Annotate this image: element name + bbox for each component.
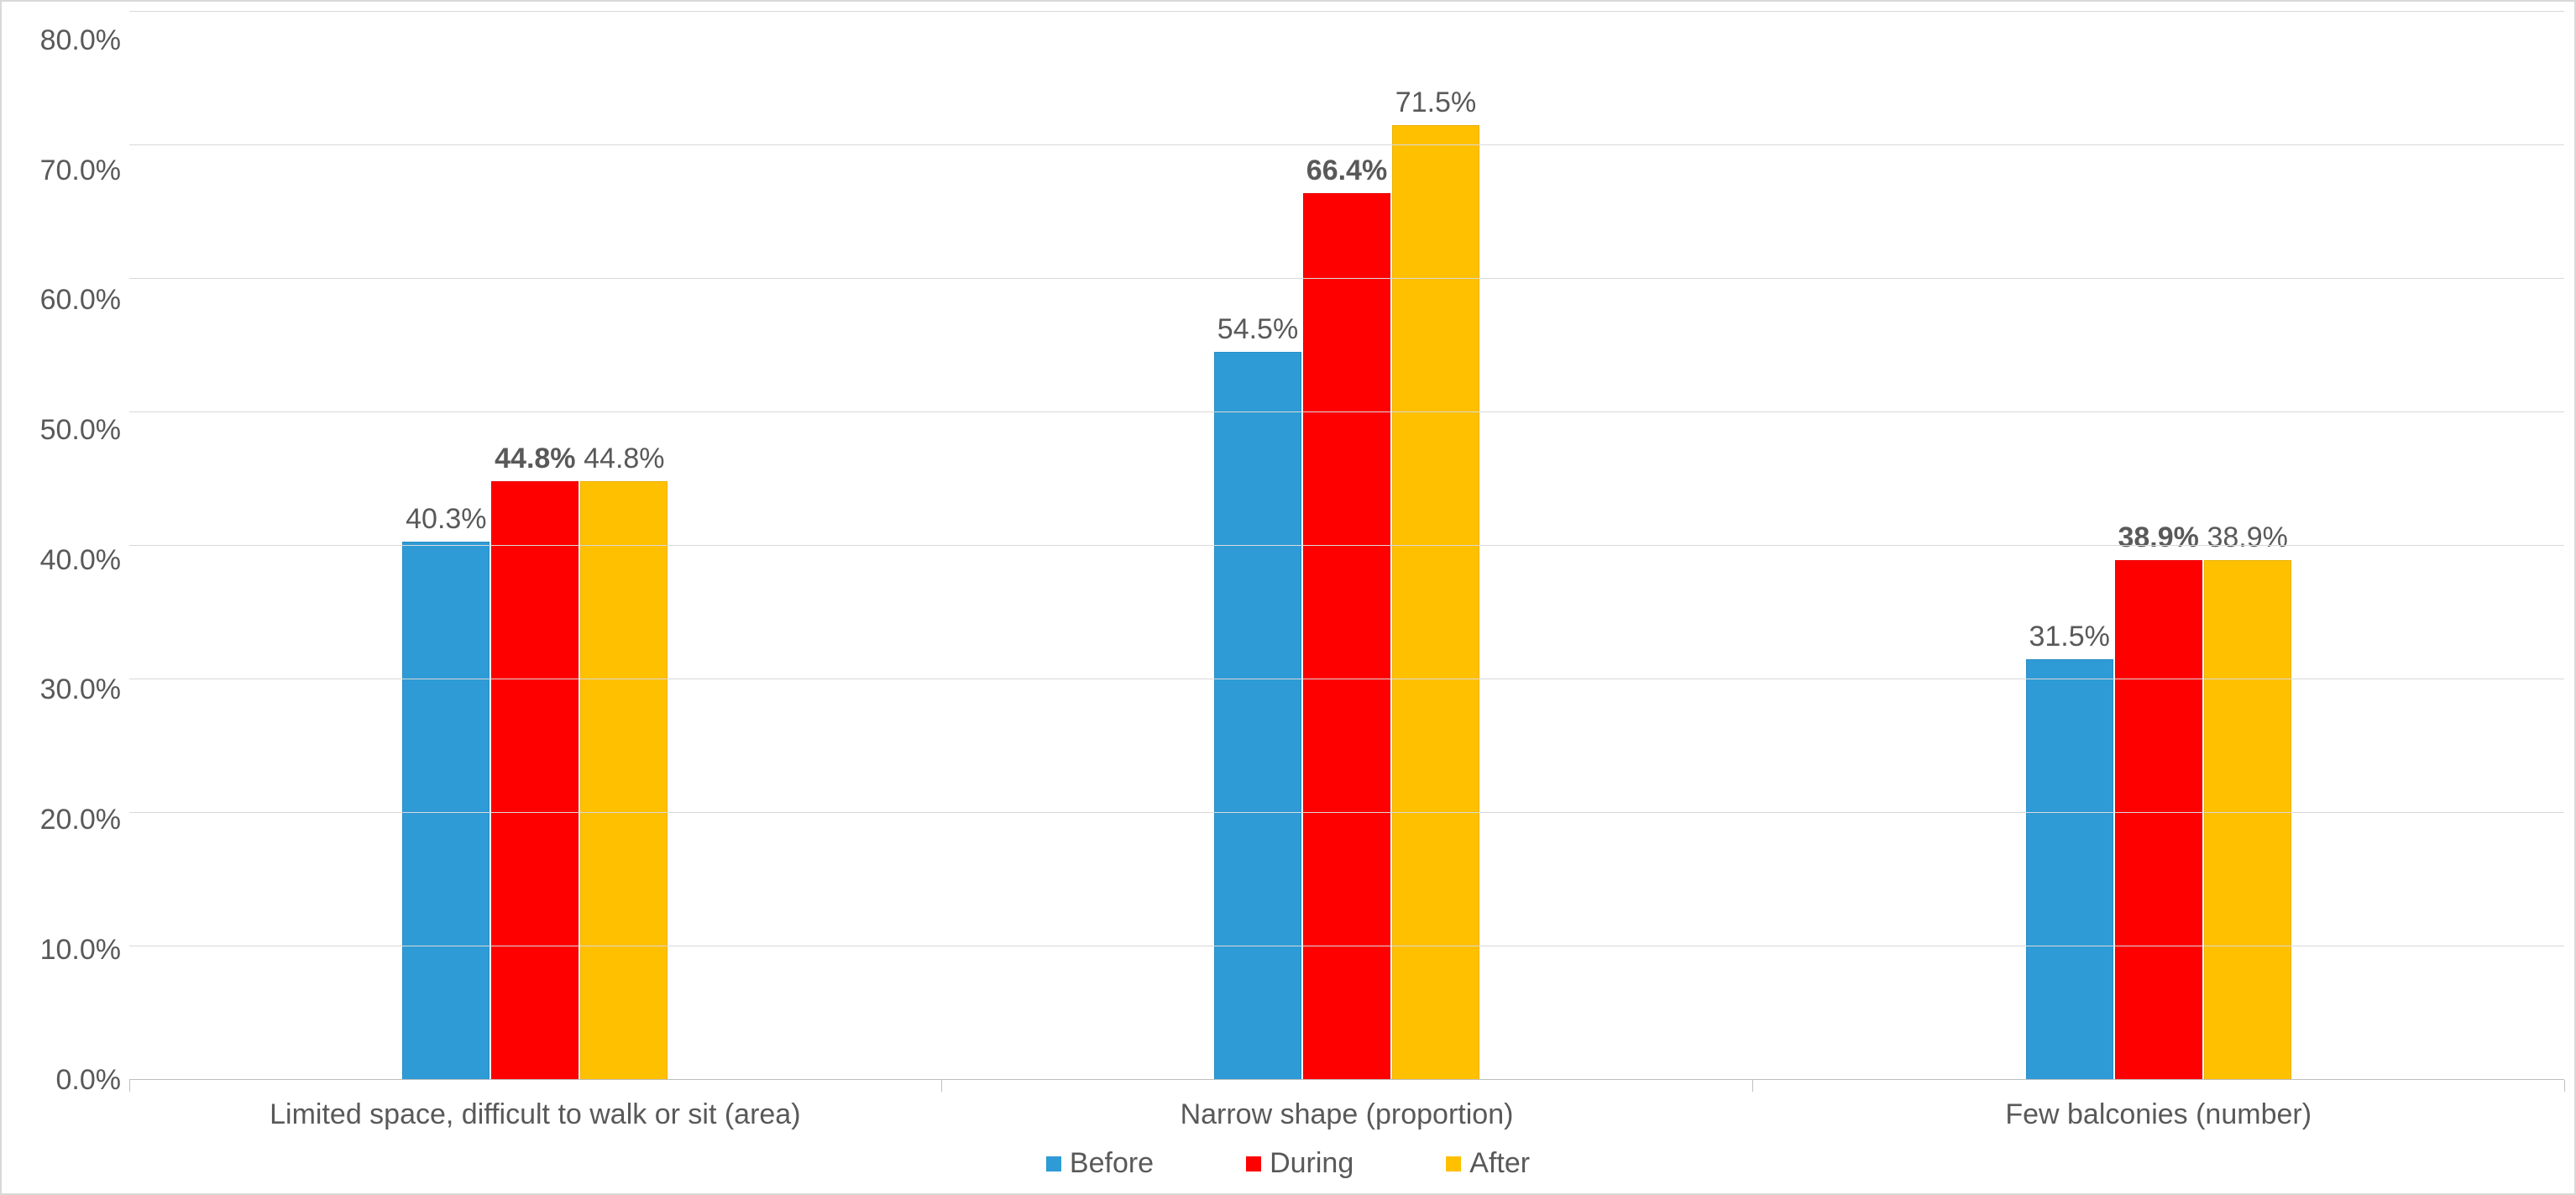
y-tick-label: 40.0% [12, 546, 121, 574]
bar-after: 38.9% [2204, 560, 2291, 1079]
bar-before: 31.5% [2026, 659, 2113, 1080]
plot-area: 0.0%10.0%20.0%30.0%40.0%50.0%60.0%70.0%8… [12, 12, 2564, 1080]
bar-value-label: 44.8% [495, 443, 575, 482]
gridline [129, 144, 2564, 145]
bar-value-label: 71.5% [1395, 86, 1476, 126]
y-tick-label: 20.0% [12, 805, 121, 834]
x-category-label: Narrow shape (proportion) [941, 1097, 1753, 1133]
bar-during: 38.9% [2115, 560, 2202, 1079]
bar-group: 54.5%66.4%71.5% [941, 12, 1753, 1080]
legend-swatch [1046, 1156, 1061, 1171]
y-axis-labels: 0.0%10.0%20.0%30.0%40.0%50.0%60.0%70.0%8… [12, 12, 129, 1080]
bar-value-label: 38.9% [2207, 522, 2287, 561]
bar-value-label: 44.8% [584, 443, 664, 482]
bar-after: 71.5% [1392, 125, 1479, 1079]
legend-label: Before [1070, 1147, 1154, 1180]
x-tickmark [129, 1080, 130, 1092]
bar-value-label: 54.5% [1217, 313, 1298, 353]
y-tick-label: 80.0% [12, 26, 121, 55]
x-category-label: Few balconies (number) [1752, 1097, 2564, 1133]
bar-group: 31.5%38.9%38.9% [1752, 12, 2564, 1080]
x-tickmark [1752, 1080, 1753, 1092]
x-tickmark [2564, 1080, 2565, 1092]
y-tick-label: 70.0% [12, 156, 121, 185]
bar-value-label: 40.3% [406, 503, 486, 542]
bar-value-label: 31.5% [2029, 621, 2109, 660]
y-tick-label: 60.0% [12, 286, 121, 314]
bar-value-label: 66.4% [1306, 155, 1387, 194]
legend-label: After [1469, 1147, 1530, 1180]
bar-before: 54.5% [1214, 352, 1301, 1079]
x-tickmark [941, 1080, 942, 1092]
gridline [129, 545, 2564, 546]
gridline [129, 11, 2564, 12]
x-axis-labels: Limited space, difficult to walk or sit … [12, 1097, 2564, 1133]
bar-before: 40.3% [402, 542, 490, 1080]
legend-item-before: Before [1046, 1147, 1154, 1180]
legend-swatch [1446, 1156, 1461, 1171]
gridline [129, 812, 2564, 813]
y-tick-label: 0.0% [12, 1066, 121, 1094]
bar-group: 40.3%44.8%44.8% [129, 12, 941, 1080]
legend-label: During [1270, 1147, 1353, 1180]
y-tick-label: 50.0% [12, 416, 121, 444]
x-category-label: Limited space, difficult to walk or sit … [129, 1097, 941, 1133]
legend-item-during: During [1246, 1147, 1353, 1180]
bar-during: 66.4% [1303, 193, 1390, 1079]
chart-frame: 0.0% 10.0% 20.0% 30.0% 40.0% 50.0% 60.0% 70.0% 8… [0, 0, 2576, 1195]
bar-value-label: 38.9% [2118, 522, 2198, 561]
bar-during: 44.8% [491, 481, 579, 1079]
y-tick-label: 10.0% [12, 936, 121, 964]
bar-after: 44.8% [580, 481, 668, 1079]
legend: Before During After [12, 1132, 2564, 1183]
bars-row: 40.3%44.8%44.8%54.5%66.4%71.5%31.5%38.9%… [129, 12, 2564, 1080]
legend-swatch [1246, 1156, 1261, 1171]
gridline [129, 1079, 2564, 1080]
grid-area: 40.3%44.8%44.8%54.5%66.4%71.5%31.5%38.9%… [129, 12, 2564, 1080]
gridline [129, 278, 2564, 279]
legend-item-after: After [1446, 1147, 1530, 1180]
y-tick-label: 30.0% [12, 675, 121, 704]
gridline [129, 411, 2564, 412]
